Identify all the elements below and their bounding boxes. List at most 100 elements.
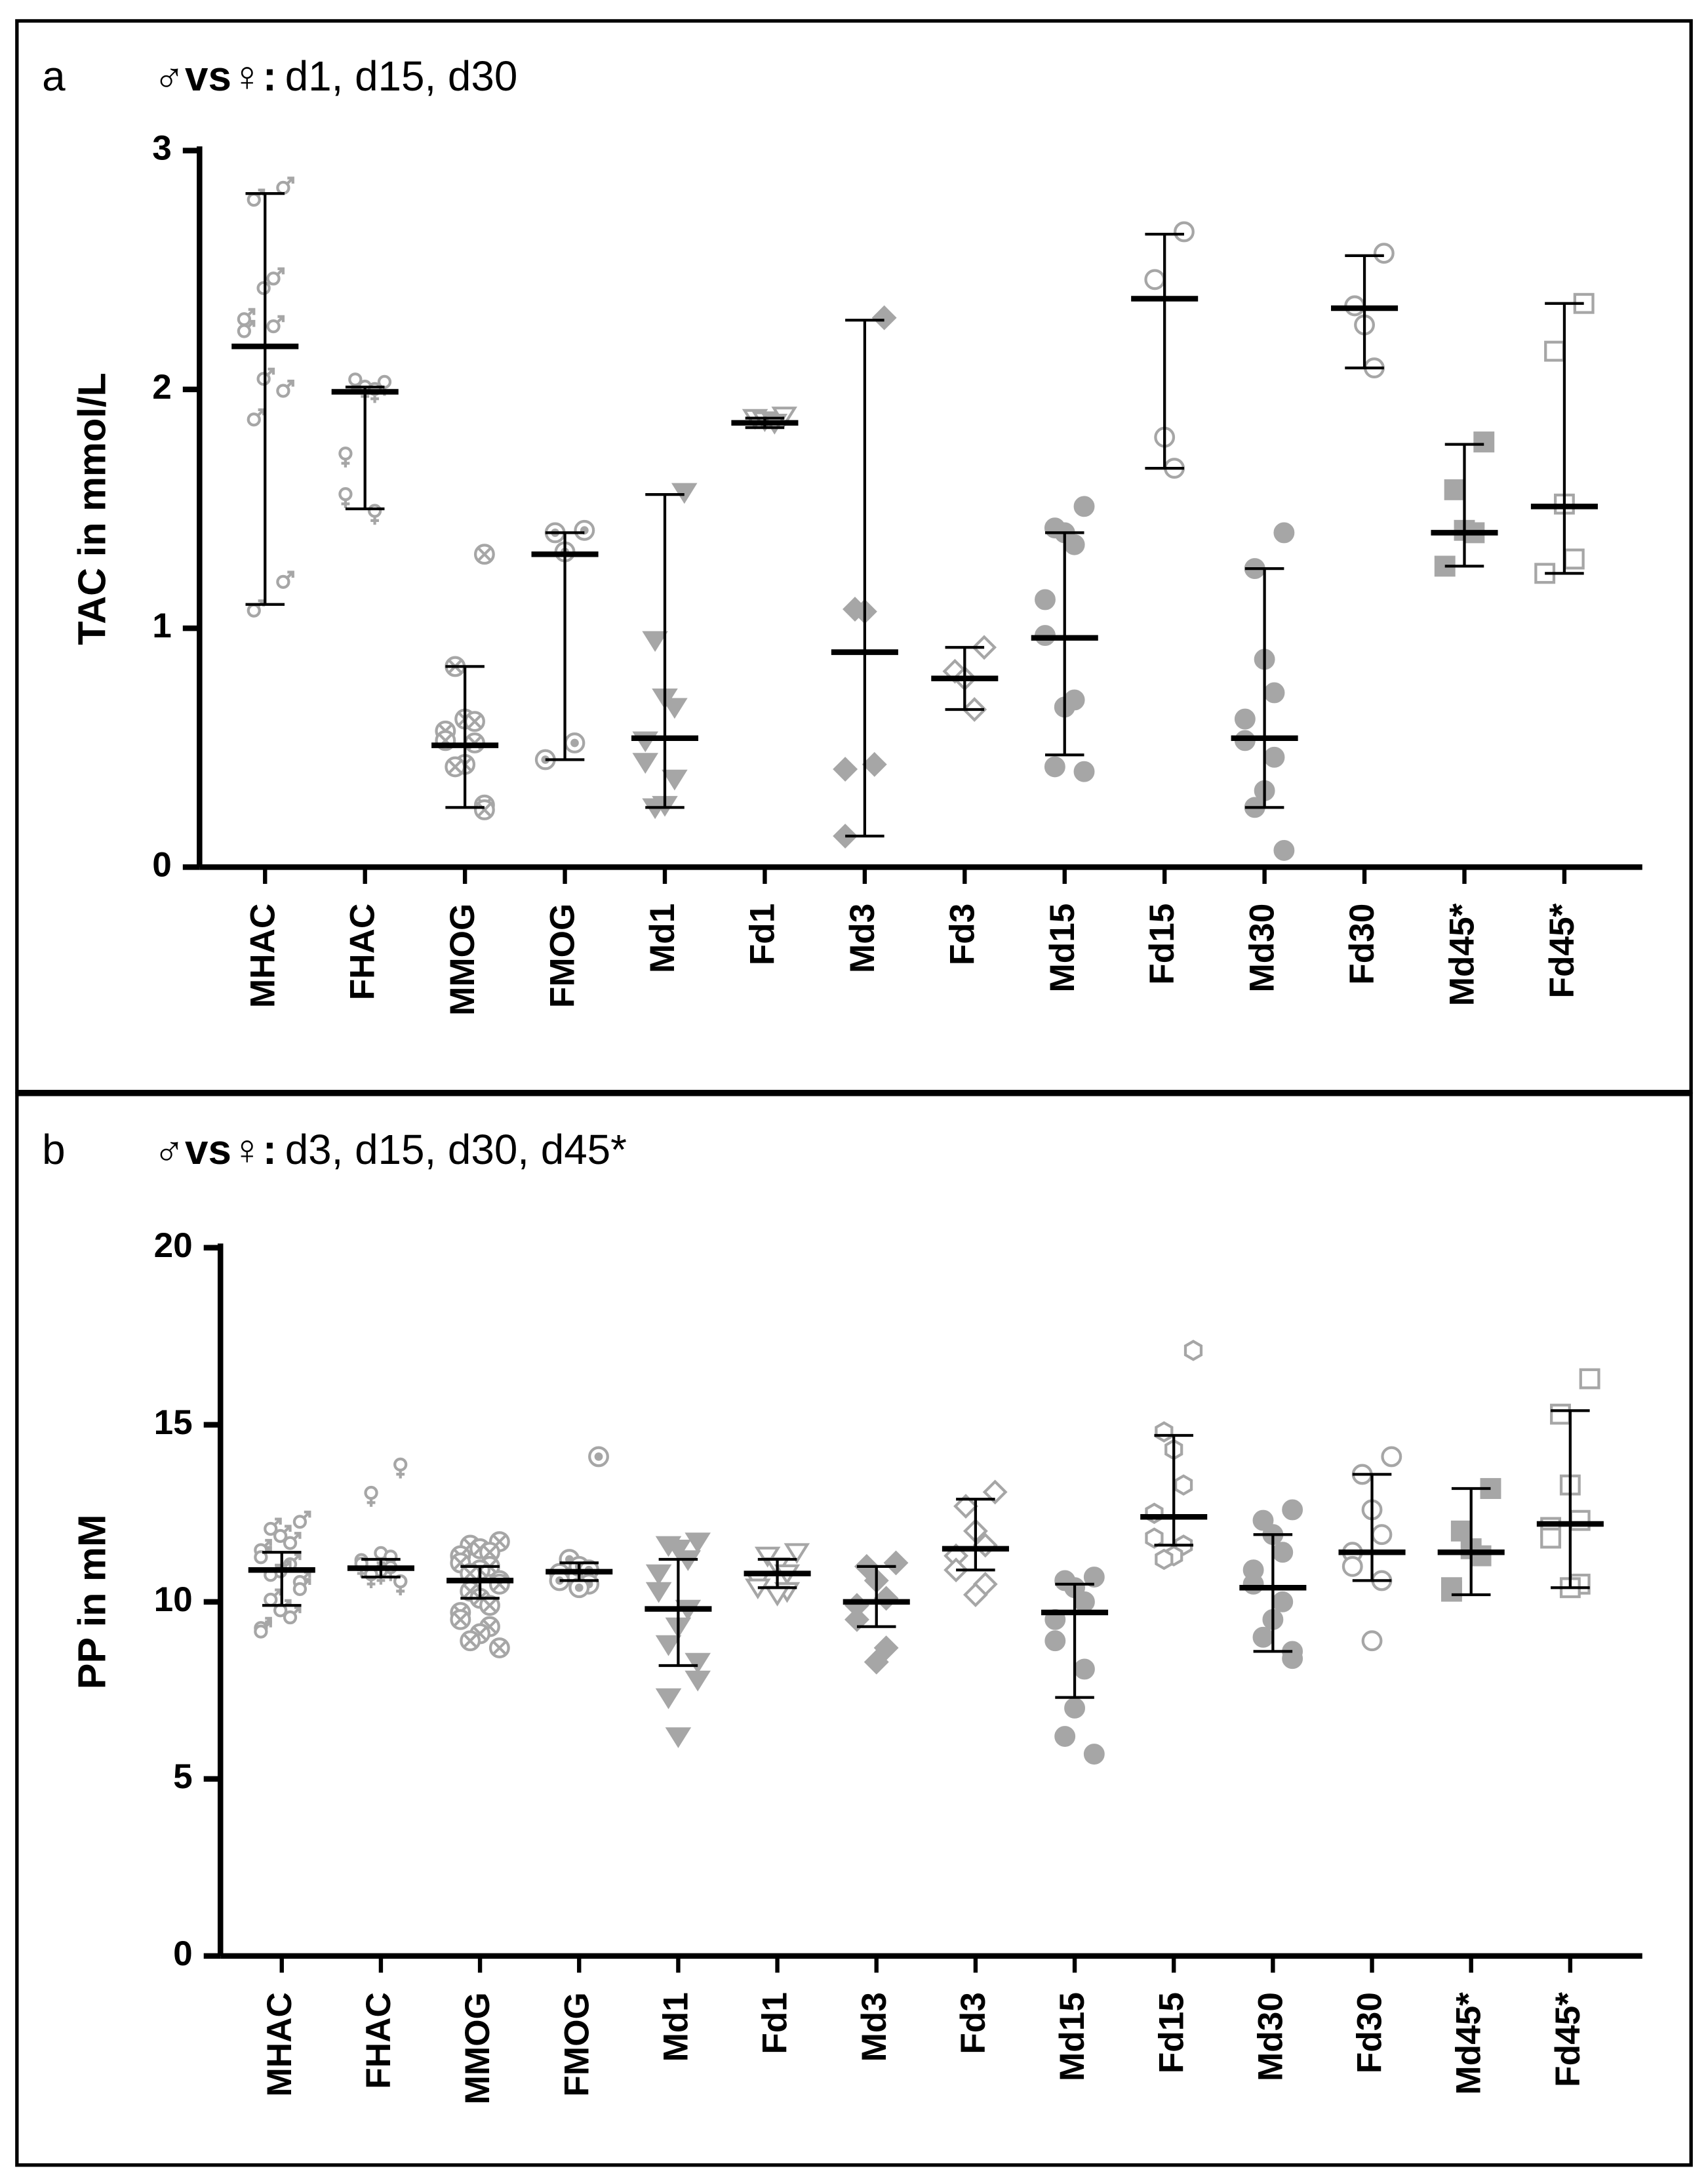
data-point (247, 408, 266, 427)
y-tick-label: 15 (154, 1403, 193, 1442)
marker-part (338, 487, 353, 502)
data-point (273, 1599, 292, 1618)
x-tick-label: Md15 (1043, 904, 1082, 993)
marker-part (1044, 1630, 1066, 1652)
marker-part (642, 631, 668, 652)
error-bar (1244, 567, 1284, 809)
marker-part (1373, 243, 1395, 264)
marker-part (1263, 746, 1285, 768)
y-tick-label: 0 (173, 1934, 193, 1973)
marker-part (1273, 522, 1295, 544)
marker-part (662, 769, 688, 791)
y-tick-label: 20 (154, 1226, 193, 1265)
marker-part (273, 1529, 288, 1543)
marker-part (1144, 269, 1166, 290)
data-point (1073, 496, 1095, 517)
data-point (645, 1582, 672, 1603)
data-point (1073, 761, 1095, 782)
data-point (1234, 708, 1256, 730)
marker-part (292, 1515, 308, 1529)
marker-part (1444, 479, 1465, 500)
marker-part (685, 1652, 711, 1674)
error-bar (1044, 531, 1084, 757)
data-point (276, 176, 294, 195)
data-point (1371, 1524, 1393, 1546)
marker-part (1473, 431, 1495, 452)
x-tick-label: MMOG (458, 1992, 497, 2104)
marker-part (1361, 1630, 1383, 1652)
data-point (283, 1606, 302, 1625)
marker-part (1063, 534, 1085, 555)
data-point (473, 544, 495, 565)
error-bar (1545, 302, 1584, 575)
data-point (367, 504, 382, 525)
y-axis-label: TAC in mmol/L (70, 372, 114, 645)
marker-part (286, 176, 294, 185)
marker-part (1540, 1527, 1562, 1549)
marker-part (1371, 1524, 1393, 1546)
data-point (685, 1652, 711, 1674)
data-point (1252, 1509, 1274, 1531)
marker-part (1544, 340, 1565, 362)
marker-part (396, 1469, 405, 1479)
data-point (445, 756, 466, 778)
x-tick-label: Md30 (1243, 904, 1282, 993)
data-point (488, 1637, 510, 1658)
marker-part (254, 1550, 268, 1565)
data-point (883, 1550, 909, 1576)
marker-part (286, 379, 294, 388)
data-point (871, 305, 897, 330)
marker-part (1252, 1509, 1274, 1531)
panel-label: a (42, 52, 66, 100)
error-bar (1352, 1473, 1392, 1582)
data-point (1073, 1591, 1095, 1612)
marker-part (833, 757, 858, 782)
marker-part (570, 738, 579, 748)
marker-part (1579, 1368, 1600, 1389)
data-point (1083, 1567, 1105, 1588)
data-point (1540, 1527, 1562, 1549)
error-bar (1451, 1487, 1491, 1597)
data-point (1174, 1474, 1193, 1496)
marker-part (1044, 756, 1065, 778)
x-tick-label: MHAC (243, 904, 282, 1008)
data-point (665, 1539, 692, 1561)
marker-part (1234, 708, 1256, 730)
marker-part (1183, 1340, 1203, 1361)
title-bold: ♂vs♀: (153, 52, 277, 100)
data-point (266, 315, 285, 334)
marker-part (1054, 1726, 1076, 1747)
data-point (1263, 746, 1285, 768)
data-point (1263, 682, 1285, 704)
data-point (1155, 1548, 1174, 1570)
marker-part (844, 1607, 869, 1632)
data-point (338, 487, 353, 508)
marker-part (283, 1525, 292, 1533)
data-point (393, 1574, 408, 1595)
y-tick-label: 10 (154, 1580, 193, 1619)
marker-part (276, 180, 290, 195)
marker-part (632, 753, 659, 774)
x-tick-label: Fd45* (1549, 1992, 1587, 2087)
error-bar (1444, 443, 1484, 568)
marker-part (1145, 1527, 1164, 1549)
x-tick-label: Fd30 (1351, 1992, 1389, 2073)
panel-title: ♂vs♀: d3, d15, d30, d45* (153, 1126, 627, 1173)
marker-part (341, 459, 350, 468)
y-tick-label: 3 (152, 129, 172, 168)
data-point (655, 1635, 682, 1656)
marker-part (1563, 548, 1585, 570)
error-bar (445, 665, 485, 809)
data-point (784, 1543, 810, 1565)
data-point (588, 1446, 609, 1468)
marker-part (594, 1452, 603, 1461)
data-point (1373, 243, 1395, 264)
data-point (254, 1620, 272, 1639)
marker-part (1450, 1520, 1472, 1542)
marker-part (247, 319, 256, 329)
data-point (864, 1649, 889, 1675)
data-point (685, 1670, 711, 1692)
marker-part (264, 1538, 272, 1548)
marker-part (871, 305, 897, 330)
data-point (1544, 340, 1565, 362)
